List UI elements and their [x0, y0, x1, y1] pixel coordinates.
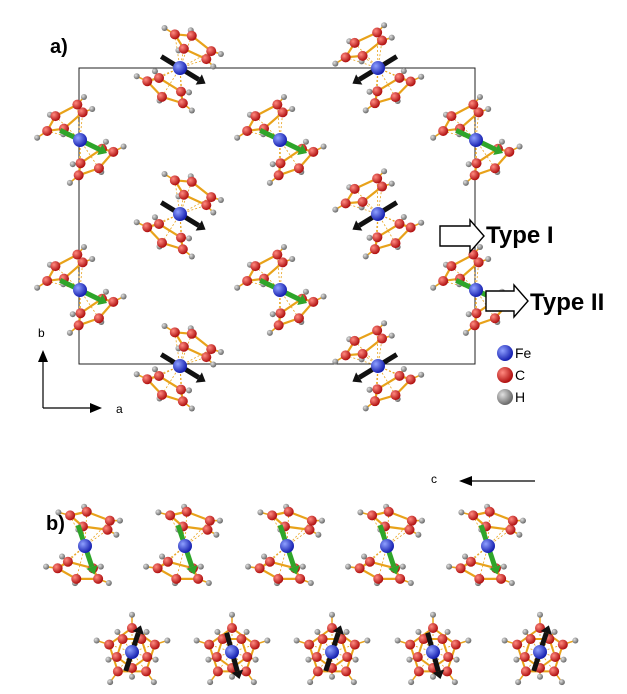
ferrocene-molecule	[394, 611, 472, 686]
ferrocene-molecule	[133, 25, 224, 114]
ferrocene-molecule	[245, 503, 325, 587]
ferrocene-molecule	[234, 243, 327, 336]
ferrocene-molecule	[43, 503, 123, 587]
ferrocene-molecule	[143, 503, 223, 587]
type-2-label: Type II	[530, 289, 605, 316]
legend-h-sphere	[497, 389, 513, 405]
c-axis-arrow	[459, 476, 535, 486]
legend-h-label: H	[515, 389, 526, 405]
unit-cell-box	[78, 67, 476, 365]
ferrocene-molecule	[501, 611, 579, 686]
type-1-arrow	[439, 218, 485, 254]
legend-c-label: C	[515, 367, 526, 383]
axes-indicator	[38, 350, 102, 413]
axis-b-label: b	[38, 326, 45, 340]
ferrocene-molecule	[430, 93, 523, 186]
legend-fe-label: Fe	[515, 345, 532, 361]
ferrocene-molecule	[34, 93, 127, 186]
ferrocene-molecule	[133, 323, 224, 412]
ferrocene-molecule	[93, 611, 171, 686]
ferrocene-molecule	[446, 503, 526, 587]
panel-a-molecules	[34, 22, 523, 412]
ferrocene-molecule	[332, 22, 425, 114]
type-1-label: Type I	[486, 222, 554, 249]
ferrocene-molecule	[34, 243, 127, 336]
axis-c-label: c	[431, 472, 437, 486]
panel-b-molecules	[43, 503, 579, 686]
type-2-arrow	[485, 283, 529, 319]
legend-c-sphere	[497, 367, 513, 383]
legend	[497, 345, 513, 405]
panel-b-label: b)	[46, 513, 65, 535]
ferrocene-molecule	[332, 168, 425, 260]
ferrocene-molecule	[430, 243, 523, 336]
legend-fe-sphere	[497, 345, 513, 361]
panel-a-label: a)	[50, 36, 68, 58]
ferrocene-molecule	[332, 320, 425, 412]
axis-a-label: a	[116, 402, 123, 416]
ferrocene-molecule	[193, 611, 271, 686]
ferrocene-molecule	[345, 503, 425, 587]
ferrocene-molecule	[234, 93, 327, 186]
ferrocene-molecule	[293, 611, 371, 686]
ferrocene-molecule	[133, 171, 224, 260]
